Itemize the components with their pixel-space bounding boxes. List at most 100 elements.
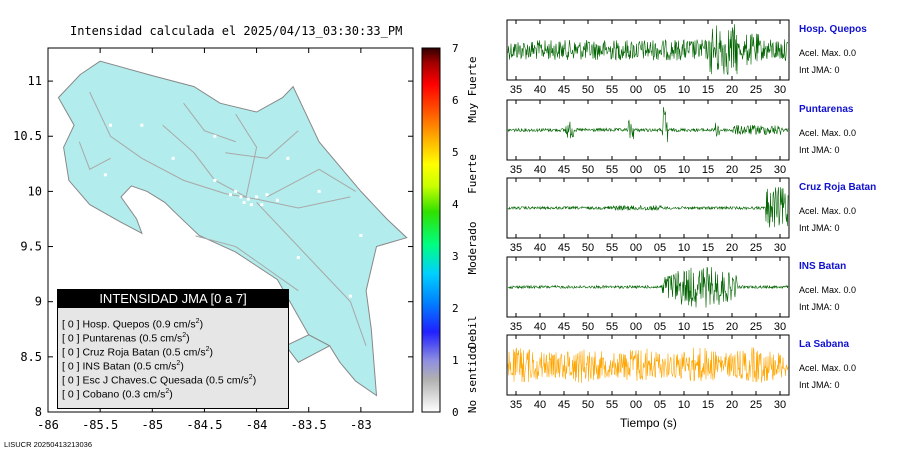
scale-label: No sentido xyxy=(466,347,479,413)
time-tick: 55 xyxy=(606,321,618,333)
time-tick: 00 xyxy=(630,399,642,411)
map-x-tick: -86 xyxy=(37,418,59,432)
station-pga: Acel. Max. 0.0 xyxy=(799,128,857,138)
scale-tick: 6 xyxy=(452,94,459,107)
time-tick: 05 xyxy=(654,164,666,176)
legend-value: (0.5 cm/s xyxy=(139,332,183,345)
legend-station: Esc J Chaves.C Quesada xyxy=(82,374,203,387)
legend-level: [ 0 ] xyxy=(62,346,80,359)
legend-unit-exp: 2 xyxy=(182,332,187,339)
time-tick: 30 xyxy=(774,164,786,176)
time-tick: 10 xyxy=(678,242,690,254)
time-tick: 55 xyxy=(606,242,618,254)
legend-close: ) xyxy=(180,360,184,373)
time-tick: 20 xyxy=(726,164,738,176)
legend-level: [ 0 ] xyxy=(62,388,80,401)
time-tick: 05 xyxy=(654,242,666,254)
scale-tick: 0 xyxy=(452,406,459,419)
map-x-tick: -85 xyxy=(141,418,163,432)
legend-station: Puntarenas xyxy=(82,332,137,345)
time-tick: 30 xyxy=(774,242,786,254)
time-tick: 35 xyxy=(510,321,522,333)
legend-close: ) xyxy=(199,318,204,331)
time-tick: 25 xyxy=(750,242,762,254)
station-jma: Int JMA: 0 xyxy=(799,65,840,75)
time-tick: 30 xyxy=(774,84,786,96)
station-jma: Int JMA: 0 xyxy=(799,145,840,155)
station-pga: Acel. Max. 0.0 xyxy=(799,285,857,295)
legend-entry: [ 0 ] Puntarenas (0.5 cm/s2) xyxy=(58,329,288,345)
scale-tick: 1 xyxy=(452,354,459,367)
time-tick: 30 xyxy=(774,399,786,411)
trace-line xyxy=(507,266,789,308)
scale-tick: 2 xyxy=(452,302,459,315)
scale-tick: 4 xyxy=(452,198,459,211)
time-tick: 10 xyxy=(678,321,690,333)
map-x-tick: -84.5 xyxy=(186,418,222,432)
map-y-tick: 8 xyxy=(35,405,42,419)
map-y-tick: 9.5 xyxy=(20,240,42,254)
legend-entry: [ 0 ] Esc J Chaves.C Quesada (0.5 cm/s2) xyxy=(58,371,288,387)
time-tick: 15 xyxy=(702,321,714,333)
legend-value: (0.9 cm/s xyxy=(152,318,196,331)
time-tick: 20 xyxy=(726,321,738,333)
legend-entry: [ 0 ] Cobano (0.3 cm/s2) xyxy=(58,385,288,401)
scale-label: Muy Fuerte xyxy=(466,56,479,122)
time-tick: 25 xyxy=(750,164,762,176)
station-jma: Int JMA: 0 xyxy=(799,380,840,390)
legend-unit-exp: 2 xyxy=(165,388,170,395)
time-tick: 35 xyxy=(510,164,522,176)
time-tick: 35 xyxy=(510,84,522,96)
legend-value: (0.5 cm/s xyxy=(205,374,249,387)
intensity-legend: INTENSIDAD JMA [0 a 7] [ 0 ] Hosp. Quepo… xyxy=(57,289,289,409)
legend-station: Cobano xyxy=(82,388,120,401)
scale-tick: 5 xyxy=(452,146,459,159)
time-tick: 45 xyxy=(558,242,570,254)
map-y-tick: 11 xyxy=(28,74,42,88)
station-name: La Sabana xyxy=(799,339,850,350)
trace-line xyxy=(507,347,789,384)
legend-entry: [ 0 ] Hosp. Quepos (0.9 cm/s2) xyxy=(58,315,288,331)
map-y-tick: 10 xyxy=(28,184,42,198)
scale-label: Moderado xyxy=(466,222,479,275)
time-tick: 45 xyxy=(558,84,570,96)
map-x-tick: -83 xyxy=(350,418,372,432)
time-axis-label: Tiempo (s) xyxy=(620,416,677,430)
time-tick: 10 xyxy=(678,164,690,176)
trace-line xyxy=(507,24,789,75)
legend-entry: [ 0 ] Cruz Roja Batan (0.5 cm/s2) xyxy=(58,343,288,359)
time-tick: 55 xyxy=(606,164,618,176)
time-tick: 05 xyxy=(654,84,666,96)
footer-id: LISUCR 20250413213036 xyxy=(4,440,92,449)
legend-close: ) xyxy=(209,346,214,359)
time-tick: 50 xyxy=(582,164,594,176)
time-tick: 15 xyxy=(702,164,714,176)
time-tick: 00 xyxy=(630,164,642,176)
time-tick: 10 xyxy=(678,84,690,96)
time-tick: 40 xyxy=(534,84,546,96)
legend-level: [ 0 ] xyxy=(62,318,80,331)
time-tick: 05 xyxy=(654,399,666,411)
time-tick: 25 xyxy=(750,84,762,96)
map-y-tick: 9 xyxy=(35,295,42,309)
time-tick: 45 xyxy=(558,164,570,176)
time-tick: 20 xyxy=(726,399,738,411)
time-tick: 40 xyxy=(534,399,546,411)
legend-value: (0.5 cm/s xyxy=(133,360,177,373)
legend-title: INTENSIDAD JMA [0 a 7] xyxy=(58,290,288,308)
time-tick: 55 xyxy=(606,84,618,96)
time-tick: 40 xyxy=(534,164,546,176)
time-tick: 25 xyxy=(750,399,762,411)
scale-tick: 3 xyxy=(452,250,459,263)
time-tick: 45 xyxy=(558,321,570,333)
station-name: Cruz Roja Batan xyxy=(799,182,877,193)
map-x-tick: -83.5 xyxy=(291,418,327,432)
legend-level: [ 0 ] xyxy=(62,360,80,373)
station-name: Puntarenas xyxy=(799,104,854,115)
time-tick: 00 xyxy=(630,84,642,96)
map-title: Intensidad calculada el 2025/04/13_03:30… xyxy=(70,24,403,38)
time-tick: 20 xyxy=(726,242,738,254)
trace-panel xyxy=(506,256,790,318)
